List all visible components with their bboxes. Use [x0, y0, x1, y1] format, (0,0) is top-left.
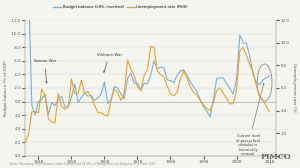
- Legend: Budget balance (LHS, inverted), Unemployment rate (RHS): Budget balance (LHS, inverted), Unemploy…: [52, 3, 189, 10]
- Unemployment rate (RHS): [149, 45, 152, 47]
- Budget balance (LHS, inverted): [218, 77, 222, 79]
- Text: Current level
of procyclical
stimulus is
historically
unusual: Current level of procyclical stimulus is…: [236, 83, 264, 156]
- Unemployment rate (RHS): [212, 102, 215, 104]
- Unemployment rate (RHS): [43, 95, 47, 97]
- Unemployment rate (RHS): [244, 54, 248, 56]
- Unemployment rate (RHS): [221, 93, 225, 95]
- Budget balance (LHS, inverted): [228, 88, 232, 90]
- Line: Unemployment rate (RHS): Unemployment rate (RHS): [25, 46, 269, 142]
- Text: Korean War: Korean War: [34, 59, 56, 83]
- Text: Vietnam War: Vietnam War: [97, 53, 122, 72]
- Line: Budget balance (LHS, inverted): Budget balance (LHS, inverted): [25, 0, 269, 117]
- Budget balance (LHS, inverted): [43, 93, 47, 95]
- Budget balance (LHS, inverted): [221, 77, 225, 79]
- Unemployment rate (RHS): [228, 103, 232, 105]
- Unemployment rate (RHS): [268, 111, 271, 113]
- Budget balance (LHS, inverted): [244, 42, 248, 44]
- Y-axis label: Budget balance (% of GDP): Budget balance (% of GDP): [4, 60, 8, 116]
- Unemployment rate (RHS): [218, 87, 222, 89]
- Text: PIMCO: PIMCO: [261, 153, 292, 161]
- Budget balance (LHS, inverted): [212, 98, 215, 100]
- Budget balance (LHS, inverted): [208, 116, 212, 118]
- Budget balance (LHS, inverted): [268, 75, 271, 77]
- Y-axis label: Unemployment rate (%): Unemployment rate (%): [292, 63, 296, 113]
- Text: Source: Bloomberg, Haver, Bureau of Labor Statistics and US Office of Management: Source: Bloomberg, Haver, Bureau of Labo…: [9, 162, 155, 166]
- Unemployment rate (RHS): [23, 141, 27, 143]
